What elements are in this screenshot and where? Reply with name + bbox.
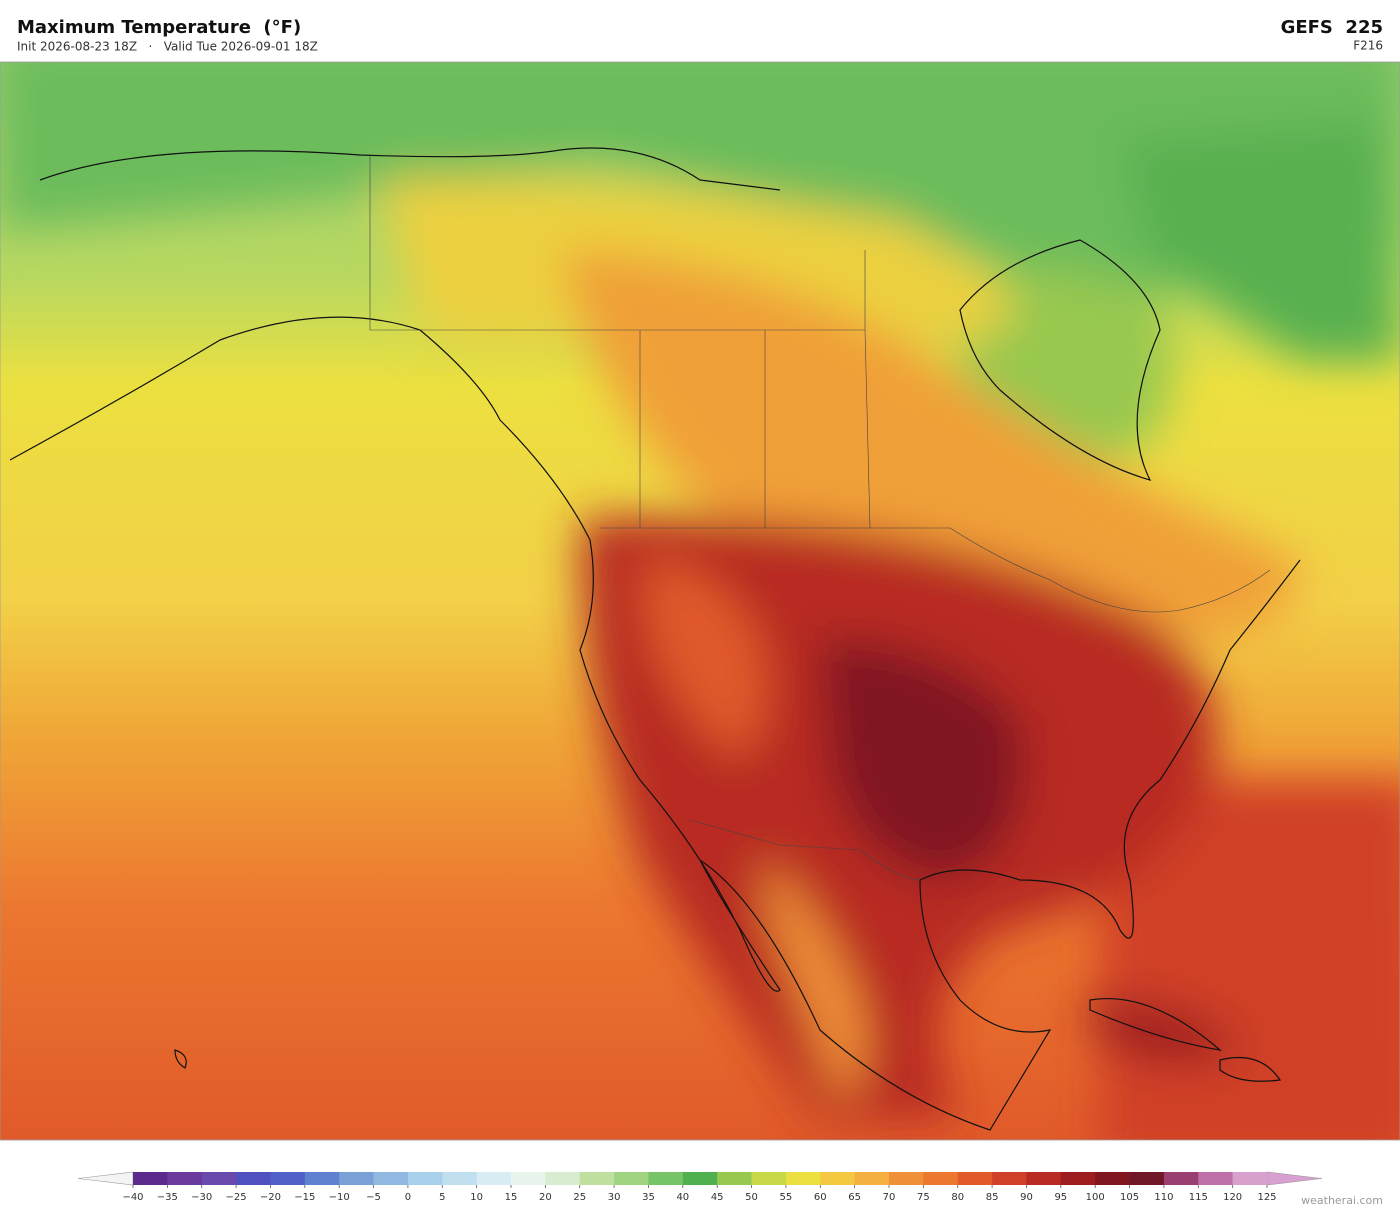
colorbar-segment bbox=[304, 1172, 340, 1185]
watermark: weatherai.com bbox=[1301, 1194, 1383, 1207]
colorbar-tick-label: 85 bbox=[986, 1192, 999, 1203]
colorbar-segment bbox=[923, 1172, 959, 1185]
colorbar-tick-label: 40 bbox=[676, 1192, 689, 1203]
colorbar-tick-label: 120 bbox=[1223, 1192, 1242, 1203]
colorbar-segment bbox=[1026, 1172, 1062, 1185]
colorbar-segment bbox=[957, 1172, 993, 1185]
colorbar-segment bbox=[1095, 1172, 1130, 1185]
colorbar-tick-label: 125 bbox=[1257, 1192, 1276, 1203]
colorbar-segment bbox=[270, 1172, 306, 1185]
colorbar-segment bbox=[785, 1172, 821, 1185]
colorbar-tick-label: 45 bbox=[711, 1192, 724, 1203]
colorbar-segment bbox=[579, 1172, 615, 1185]
colorbar-segment bbox=[854, 1172, 890, 1185]
colorbar-segment bbox=[682, 1172, 718, 1185]
colorbar-segment bbox=[1198, 1172, 1233, 1185]
colorbar-tick-label: −35 bbox=[157, 1192, 178, 1203]
colorbar-segment bbox=[614, 1172, 649, 1185]
colorbar-tick-label: 75 bbox=[917, 1192, 930, 1203]
subtitle: Init 2026-08-23 18Z · Valid Tue 2026-09-… bbox=[17, 40, 318, 54]
colorbar-tick-label: 65 bbox=[848, 1192, 861, 1203]
colorbar-tick-label: 35 bbox=[642, 1192, 655, 1203]
colorbar-tick-label: 70 bbox=[883, 1192, 896, 1203]
colorbar-under bbox=[77, 1171, 134, 1186]
colorbar-tick-label: 90 bbox=[1020, 1192, 1033, 1203]
colorbar-segment bbox=[167, 1172, 203, 1185]
colorbar-segment bbox=[442, 1172, 477, 1185]
colorbar-segment bbox=[1163, 1172, 1199, 1185]
colorbar-segment bbox=[339, 1172, 374, 1185]
colorbar-tick-label: −40 bbox=[122, 1192, 143, 1203]
colorbar-segment bbox=[407, 1172, 443, 1185]
colorbar-segment bbox=[133, 1172, 168, 1185]
colorbar-tick-label: 50 bbox=[745, 1192, 758, 1203]
borders bbox=[369, 155, 1271, 881]
colorbar-tick-label: 95 bbox=[1054, 1192, 1067, 1203]
colorbar-segment bbox=[889, 1172, 924, 1185]
colorbar-segment bbox=[236, 1172, 271, 1185]
colorbar-segment bbox=[820, 1172, 855, 1185]
temperature-field bbox=[0, 62, 1400, 1140]
colorbar-tick-label: −10 bbox=[329, 1192, 350, 1203]
colorbar-segment bbox=[511, 1172, 546, 1185]
colorbar-tick-label: 100 bbox=[1086, 1192, 1105, 1203]
title: Maximum Temperature (°F) bbox=[17, 17, 301, 38]
colorbar-tick-label: −5 bbox=[366, 1192, 381, 1203]
colorbar-tick-label: 60 bbox=[814, 1192, 827, 1203]
colorbar-segment bbox=[201, 1172, 237, 1185]
colorbar-segment bbox=[751, 1172, 787, 1185]
colorbar-tick-label: 105 bbox=[1120, 1192, 1139, 1203]
colorbar-segment bbox=[476, 1172, 512, 1185]
model-label: GEFS 225 bbox=[1281, 17, 1383, 38]
colorbar-segment bbox=[373, 1172, 409, 1185]
colorbar-segment bbox=[1232, 1172, 1268, 1185]
colorbar-tick-label: 0 bbox=[405, 1192, 411, 1203]
colorbar-tick-label: 15 bbox=[505, 1192, 518, 1203]
colorbar-tick-label: 110 bbox=[1154, 1192, 1173, 1203]
map bbox=[0, 62, 1400, 1140]
colorbar: −40 −35 −30 −25 −20 −15 −10 −5 0 5 10 15 20 25 30 35 40 4… bbox=[77, 1171, 1323, 1203]
colorbar-segment bbox=[1060, 1172, 1096, 1185]
colorbar-tick-label: 5 bbox=[439, 1192, 445, 1203]
colorbar-tick-label: 20 bbox=[539, 1192, 552, 1203]
colorbar-tick-label: −15 bbox=[294, 1192, 315, 1203]
colorbar-tick-label: 115 bbox=[1189, 1192, 1208, 1203]
colorbar-tick-label: 80 bbox=[951, 1192, 964, 1203]
colorbar-tick-label: 10 bbox=[470, 1192, 483, 1203]
map-frame bbox=[0, 61, 1400, 1141]
colorbar-tick-label: −25 bbox=[226, 1192, 247, 1203]
colorbar-tick-label: 55 bbox=[780, 1192, 793, 1203]
colorbar-segment bbox=[992, 1172, 1027, 1185]
colorbar-segment bbox=[1129, 1172, 1165, 1185]
colorbar-segment bbox=[648, 1172, 684, 1185]
colorbar-over bbox=[1266, 1171, 1323, 1186]
colorbar-tick-label: −20 bbox=[260, 1192, 281, 1203]
colorbar-segment bbox=[717, 1172, 752, 1185]
colorbar-tick-label: 25 bbox=[573, 1192, 586, 1203]
colorbar-tick-label: −30 bbox=[191, 1192, 212, 1203]
forecast-hour: F216 bbox=[1353, 39, 1383, 53]
colorbar-segment bbox=[545, 1172, 581, 1185]
colorbar-tick-label: 30 bbox=[608, 1192, 621, 1203]
coastlines bbox=[9, 147, 1301, 1131]
